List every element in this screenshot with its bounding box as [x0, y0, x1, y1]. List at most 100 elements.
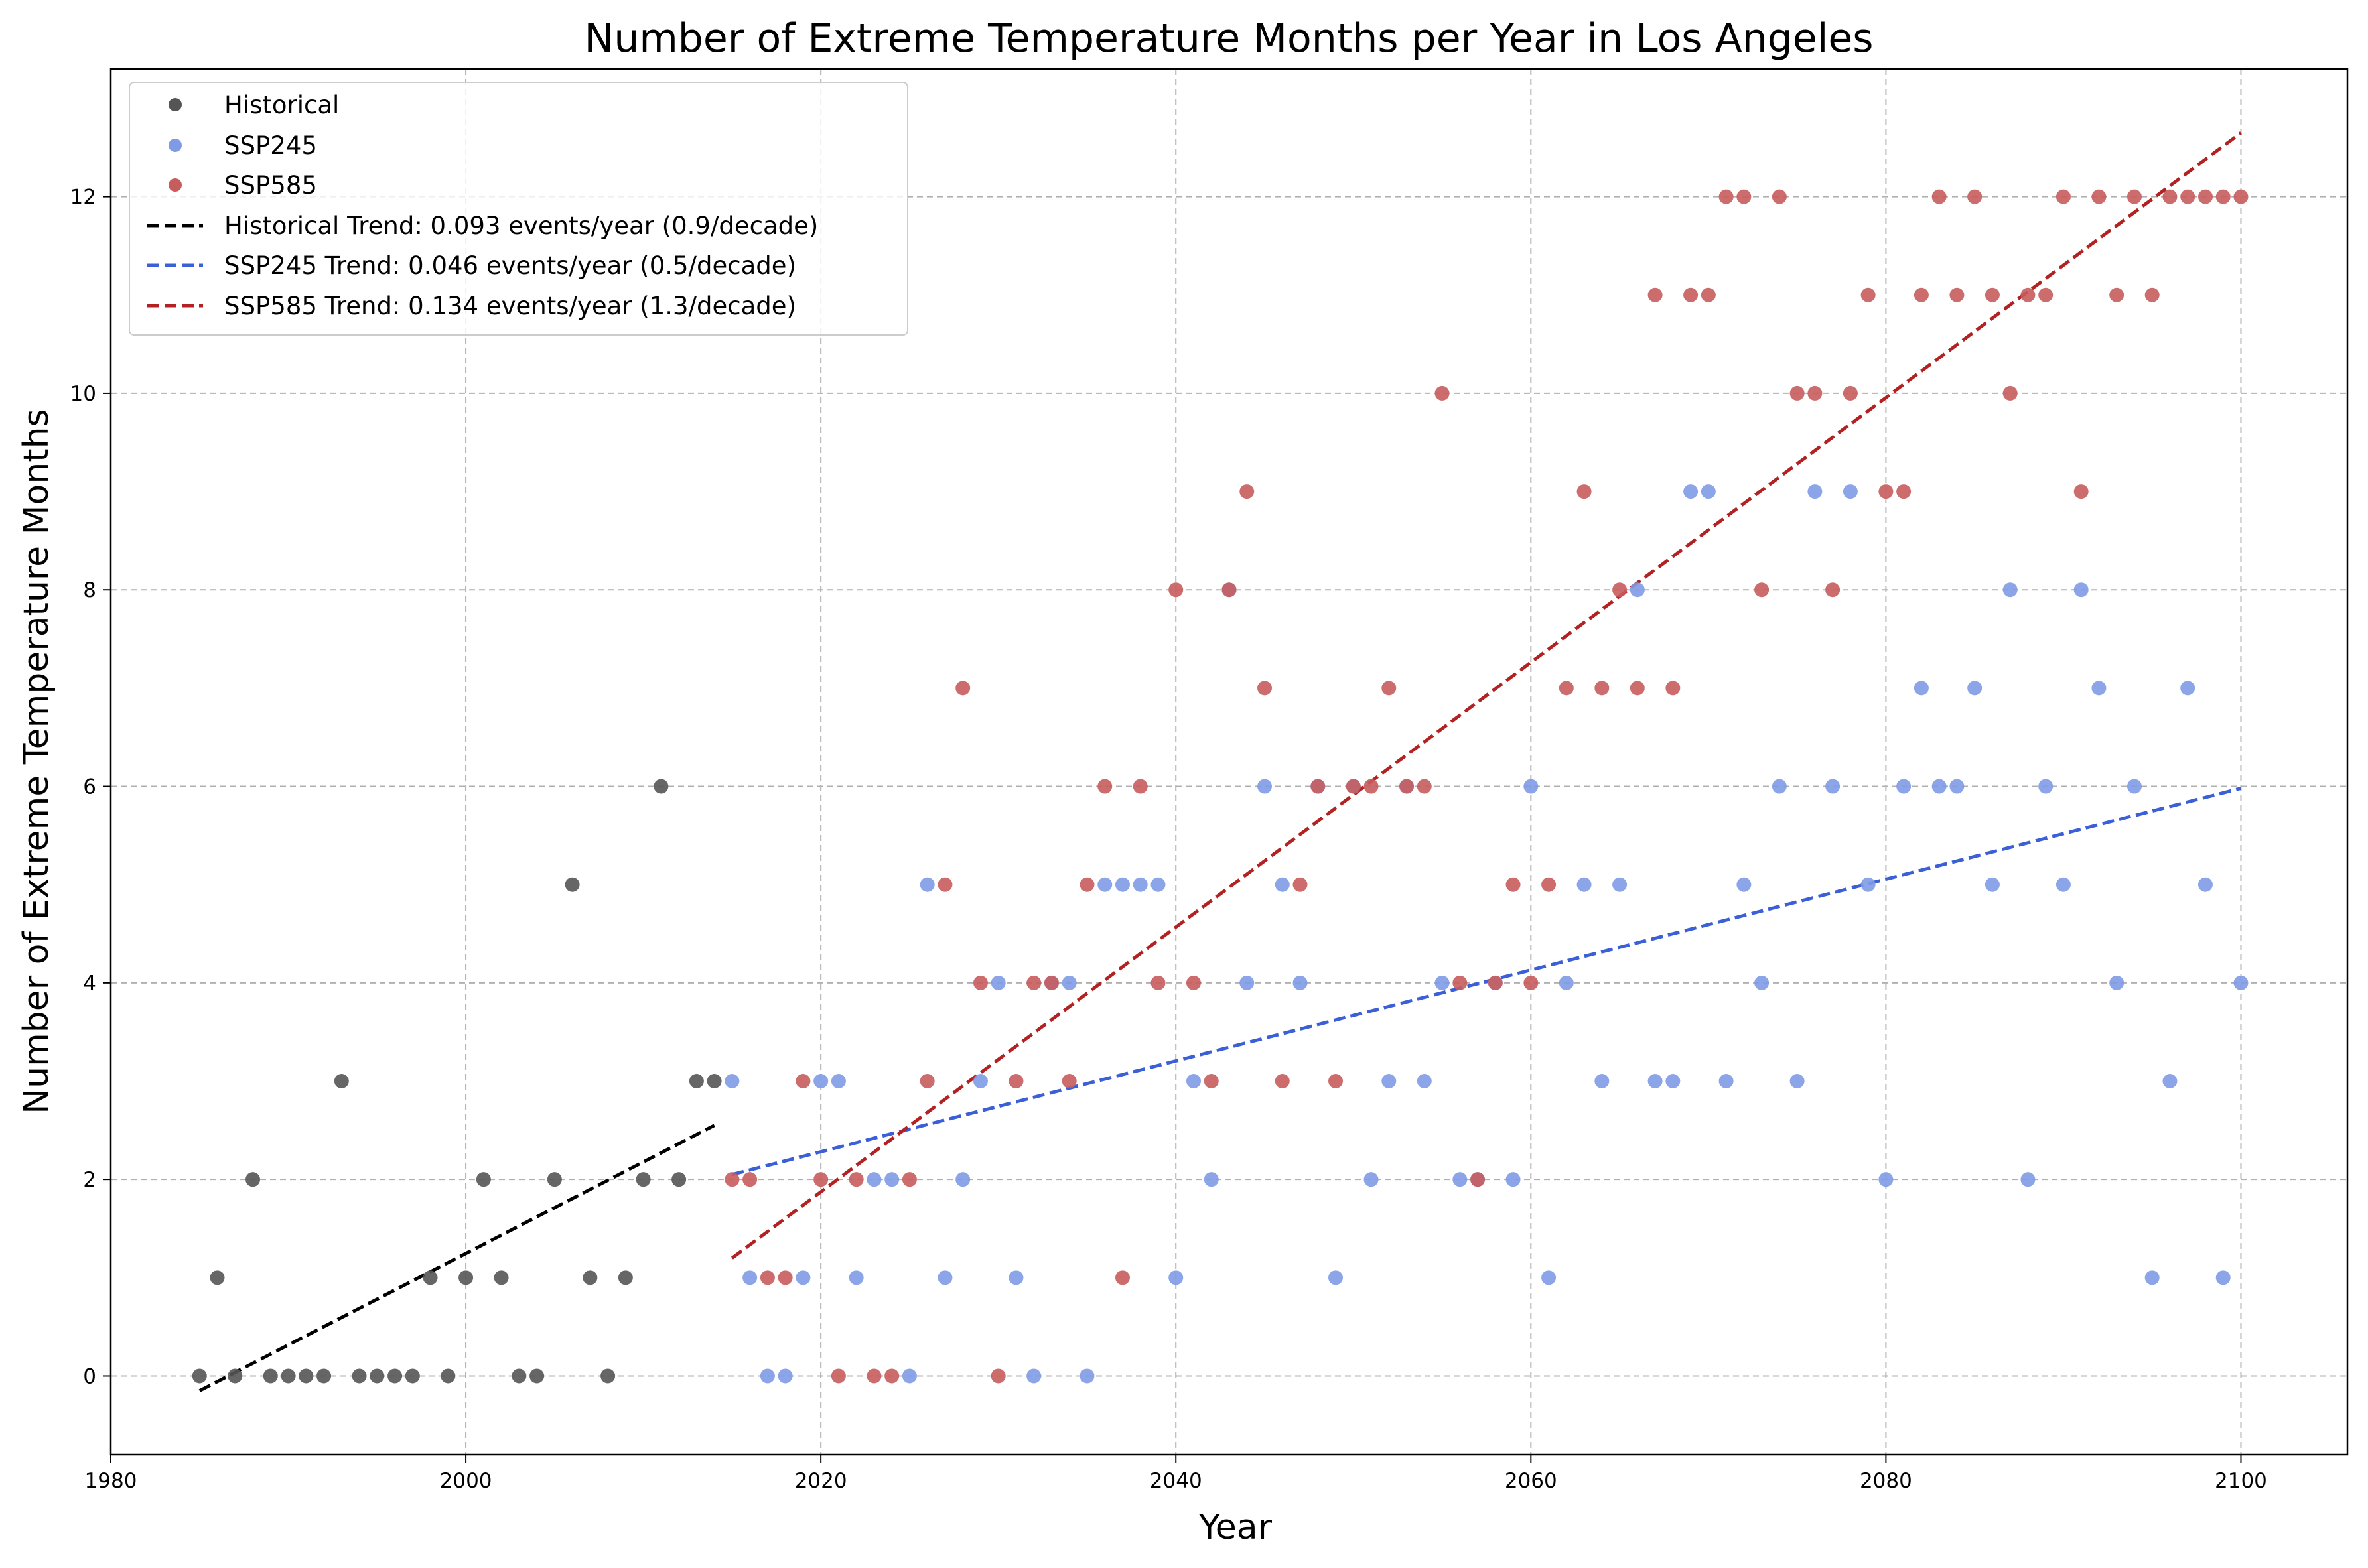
point-ssp585 [2180, 189, 2195, 204]
point-ssp245 [1133, 877, 1148, 892]
point-ssp585 [1949, 287, 1965, 302]
point-ssp245 [1559, 975, 1574, 990]
point-ssp245 [1150, 877, 1166, 892]
point-ssp585 [1328, 1074, 1344, 1089]
point-ssp245 [1825, 779, 1841, 794]
trend-line-ssp585 [731, 131, 2242, 1260]
x-tick-label: 2020 [795, 1469, 847, 1493]
point-historical [263, 1368, 278, 1384]
y-tick-label: 2 [83, 1168, 96, 1192]
point-ssp585 [1452, 975, 1468, 990]
point-historical [210, 1270, 225, 1285]
point-ssp585 [973, 975, 988, 990]
point-ssp245 [813, 1074, 829, 1089]
point-ssp585 [2073, 484, 2089, 499]
y-tick-label: 10 [70, 382, 96, 406]
point-ssp245 [867, 1172, 882, 1187]
point-ssp245 [2002, 582, 2018, 598]
point-ssp245 [1257, 779, 1273, 794]
point-ssp585 [1878, 484, 1894, 499]
point-ssp585 [1559, 681, 1574, 696]
point-ssp585 [991, 1368, 1006, 1384]
point-historical [299, 1368, 314, 1384]
point-historical [476, 1172, 491, 1187]
x-tick-label: 2080 [1860, 1469, 1912, 1493]
y-tick-label: 6 [83, 775, 96, 799]
point-historical [583, 1270, 598, 1285]
point-ssp585 [1434, 385, 1450, 401]
point-historical [458, 1270, 474, 1285]
point-ssp245 [1630, 582, 1645, 598]
y-tick-label: 4 [83, 972, 96, 996]
point-ssp585 [2020, 287, 2036, 302]
legend-label-ssp585-trend: SSP585 Trend: 0.134 events/year (1.3/dec… [224, 292, 796, 320]
point-ssp245 [760, 1368, 775, 1384]
point-ssp245 [973, 1074, 988, 1089]
point-ssp585 [1417, 779, 1432, 794]
point-historical [618, 1270, 633, 1285]
point-ssp245 [1772, 779, 1787, 794]
point-ssp585 [2109, 287, 2124, 302]
scatter-points [192, 189, 2249, 1384]
point-ssp245 [1026, 1368, 1042, 1384]
point-ssp245 [1062, 975, 1077, 990]
point-ssp245 [1452, 1172, 1468, 1187]
point-ssp585 [1576, 484, 1592, 499]
x-tick-label: 2040 [1150, 1469, 1202, 1493]
point-ssp245 [1754, 975, 1770, 990]
point-ssp245 [1204, 1172, 1219, 1187]
point-ssp585 [938, 877, 953, 892]
point-historical [387, 1368, 403, 1384]
point-ssp585 [1346, 779, 1361, 794]
point-ssp585 [1080, 877, 1095, 892]
point-ssp245 [1612, 877, 1628, 892]
legend-label-historical: Historical [224, 91, 339, 119]
point-ssp245 [1594, 1074, 1610, 1089]
point-ssp245 [1168, 1270, 1184, 1285]
point-ssp585 [1754, 582, 1770, 598]
x-tick-label: 1980 [85, 1469, 137, 1493]
point-ssp245 [1683, 484, 1699, 499]
point-ssp245 [955, 1172, 971, 1187]
point-ssp585 [1612, 582, 1628, 598]
point-historical [441, 1368, 456, 1384]
y-tick-label: 12 [70, 186, 96, 210]
point-ssp245 [1718, 1074, 1734, 1089]
point-historical [281, 1368, 296, 1384]
y-tick-label: 0 [83, 1364, 96, 1388]
point-ssp585 [1843, 385, 1858, 401]
point-ssp585 [1807, 385, 1823, 401]
point-ssp585 [2162, 189, 2178, 204]
grid [110, 69, 2347, 1455]
y-tick-label: 8 [83, 578, 96, 602]
point-ssp585 [1133, 779, 1148, 794]
point-ssp245 [1328, 1270, 1344, 1285]
point-ssp585 [920, 1074, 935, 1089]
point-ssp585 [1718, 189, 1734, 204]
point-ssp585 [1825, 582, 1841, 598]
point-ssp245 [1789, 1074, 1805, 1089]
point-ssp245 [938, 1270, 953, 1285]
point-ssp585 [2002, 385, 2018, 401]
point-ssp585 [902, 1172, 917, 1187]
point-ssp585 [1221, 582, 1237, 598]
point-ssp245 [1292, 975, 1308, 990]
point-ssp245 [2144, 1270, 2160, 1285]
point-historical [423, 1270, 438, 1285]
point-ssp585 [1505, 877, 1521, 892]
point-ssp245 [2180, 681, 2195, 696]
point-ssp585 [1594, 681, 1610, 696]
point-historical [228, 1368, 243, 1384]
point-ssp245 [1275, 877, 1290, 892]
point-ssp245 [2020, 1172, 2036, 1187]
point-historical [600, 1368, 616, 1384]
point-ssp245 [1701, 484, 1716, 499]
point-historical [370, 1368, 385, 1384]
point-ssp245 [1115, 877, 1130, 892]
point-ssp245 [1239, 975, 1255, 990]
trend-line-historical [198, 1124, 715, 1392]
point-ssp245 [1417, 1074, 1432, 1089]
point-ssp245 [1363, 1172, 1379, 1187]
legend-marker-ssp245 [169, 139, 182, 152]
